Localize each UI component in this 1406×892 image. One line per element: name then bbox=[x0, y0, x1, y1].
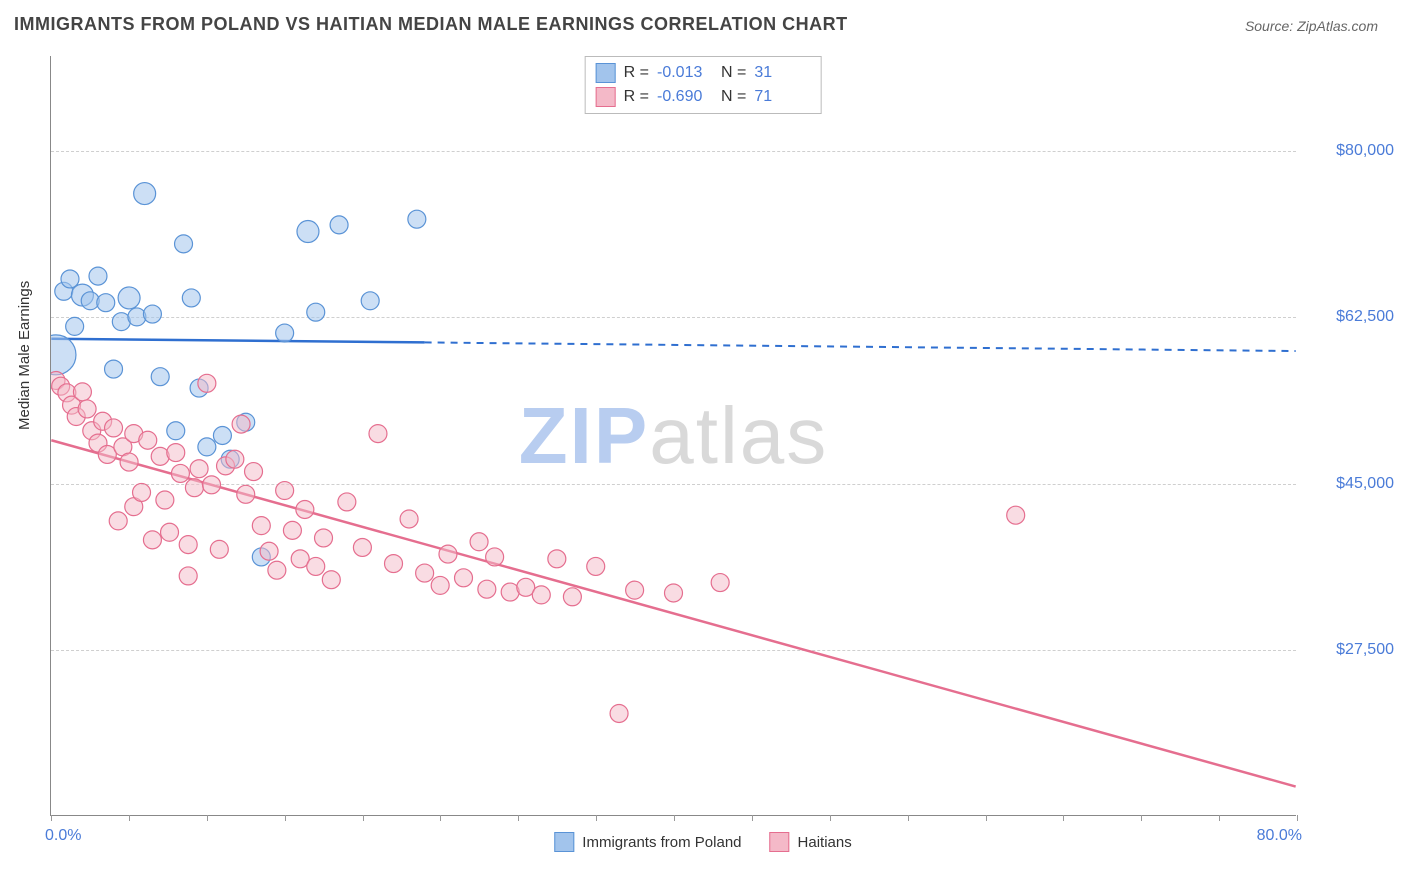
legend-n-label: N = bbox=[721, 88, 746, 106]
legend-row-series1: R = -0.013 N = 31 bbox=[596, 61, 811, 85]
legend-bottom-item-series2: Haitians bbox=[770, 832, 852, 852]
legend-n-value-series1: 31 bbox=[754, 64, 810, 82]
legend-bottom-item-series1: Immigrants from Poland bbox=[554, 832, 741, 852]
x-tick bbox=[752, 815, 753, 821]
x-tick bbox=[129, 815, 130, 821]
x-tick bbox=[285, 815, 286, 821]
legend-r-label: R = bbox=[624, 64, 649, 82]
legend-swatch-series1 bbox=[596, 63, 616, 83]
x-tick bbox=[1219, 815, 1220, 821]
legend-top: R = -0.013 N = 31 R = -0.690 N = 71 bbox=[585, 56, 822, 114]
legend-bottom-label-series1: Immigrants from Poland bbox=[582, 834, 741, 851]
legend-r-label: R = bbox=[624, 88, 649, 106]
legend-swatch-series2 bbox=[596, 87, 616, 107]
y-axis-label: Median Male Earnings bbox=[16, 281, 33, 430]
legend-r-value-series1: -0.013 bbox=[657, 64, 713, 82]
y-tick-label: $27,500 bbox=[1304, 641, 1394, 659]
legend-bottom: Immigrants from Poland Haitians bbox=[554, 832, 851, 852]
x-tick bbox=[674, 815, 675, 821]
x-label-min: 0.0% bbox=[45, 827, 81, 845]
x-tick bbox=[830, 815, 831, 821]
x-tick bbox=[440, 815, 441, 821]
x-label-max: 80.0% bbox=[1257, 827, 1302, 845]
x-tick bbox=[596, 815, 597, 821]
x-tick bbox=[908, 815, 909, 821]
legend-bottom-swatch-series2 bbox=[770, 832, 790, 852]
y-tick-label: $45,000 bbox=[1304, 475, 1394, 493]
legend-bottom-swatch-series1 bbox=[554, 832, 574, 852]
legend-n-value-series2: 71 bbox=[754, 88, 810, 106]
source-label: Source: ZipAtlas.com bbox=[1245, 18, 1378, 34]
plot-area: ZIPatlas $27,500$45,000$62,500$80,0000.0… bbox=[50, 56, 1296, 816]
legend-bottom-label-series2: Haitians bbox=[798, 834, 852, 851]
legend-n-label: N = bbox=[721, 64, 746, 82]
x-tick bbox=[1063, 815, 1064, 821]
x-tick bbox=[363, 815, 364, 821]
x-tick bbox=[51, 815, 52, 821]
x-tick bbox=[986, 815, 987, 821]
chart-container: IMMIGRANTS FROM POLAND VS HAITIAN MEDIAN… bbox=[0, 0, 1406, 892]
chart-title: IMMIGRANTS FROM POLAND VS HAITIAN MEDIAN… bbox=[14, 14, 848, 35]
legend-r-value-series2: -0.690 bbox=[657, 88, 713, 106]
plot-svg bbox=[51, 56, 1296, 815]
x-tick bbox=[1297, 815, 1298, 821]
y-tick-label: $80,000 bbox=[1304, 142, 1394, 160]
x-tick bbox=[207, 815, 208, 821]
x-tick bbox=[1141, 815, 1142, 821]
x-tick bbox=[518, 815, 519, 821]
y-tick-label: $62,500 bbox=[1304, 308, 1394, 326]
legend-row-series2: R = -0.690 N = 71 bbox=[596, 85, 811, 109]
